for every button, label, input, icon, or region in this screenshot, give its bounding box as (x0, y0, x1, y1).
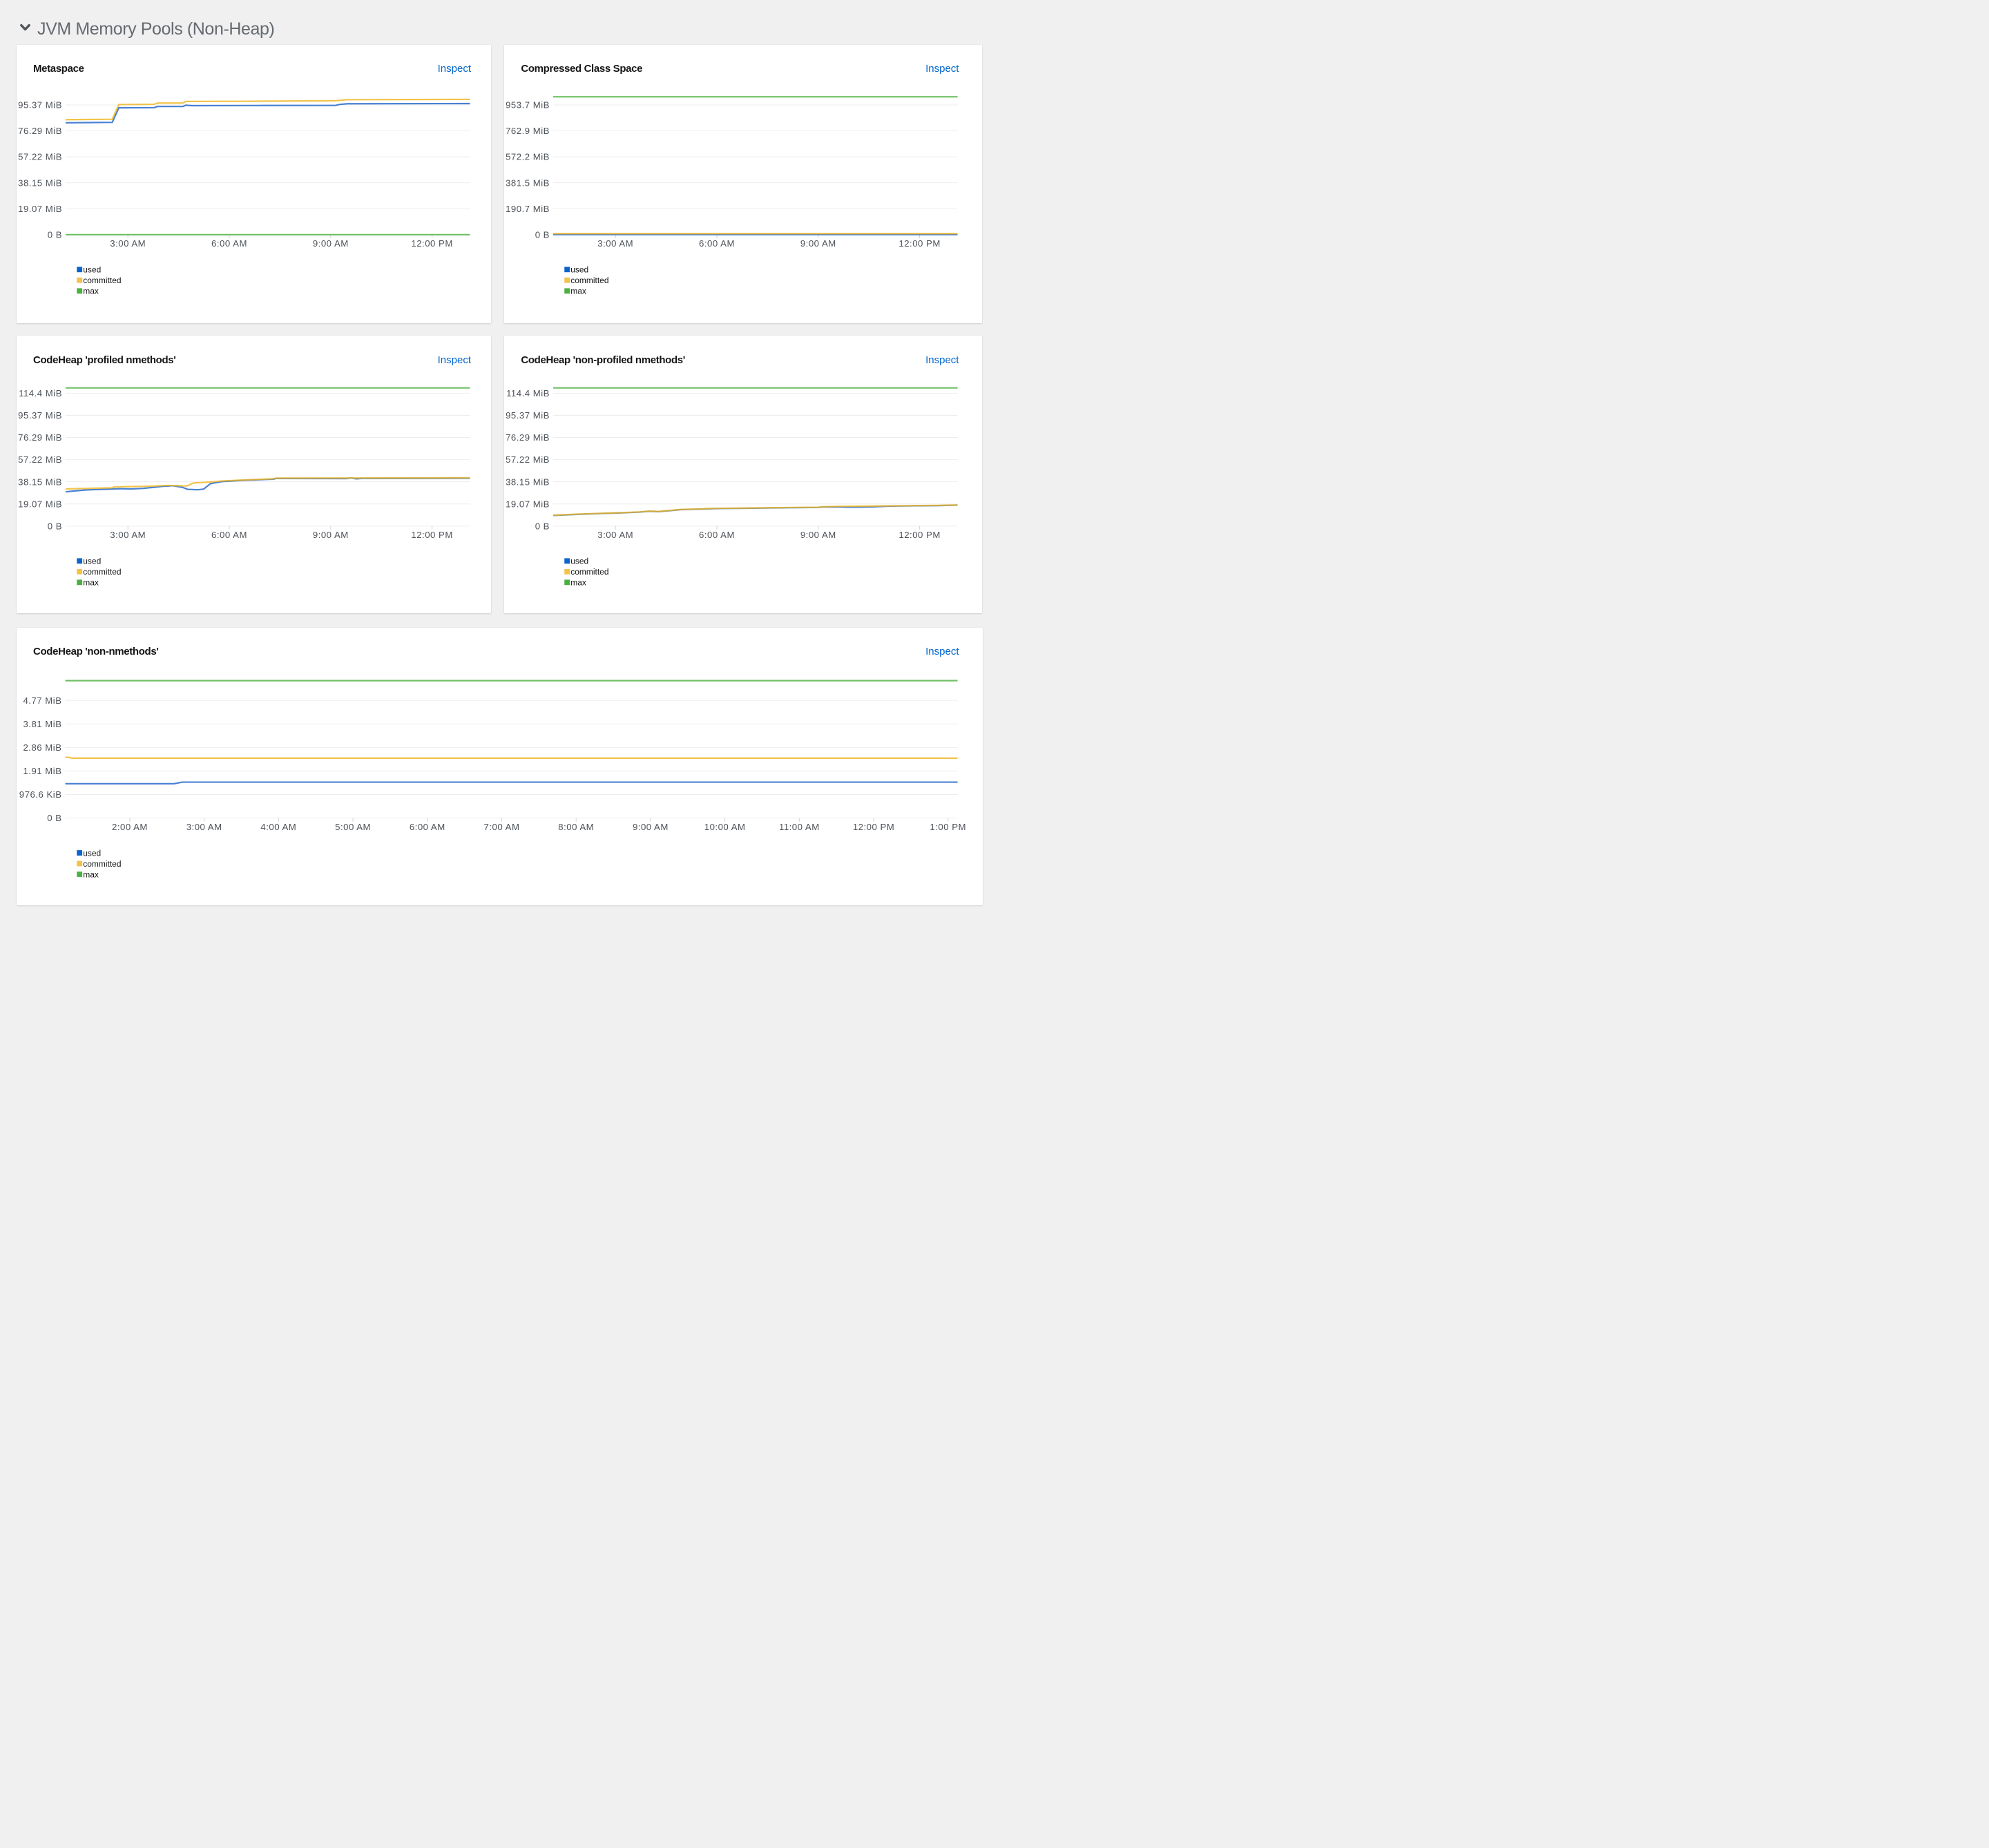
svg-text:95.37 MiB: 95.37 MiB (18, 99, 62, 110)
svg-text:114.4 MiB: 114.4 MiB (19, 388, 62, 398)
svg-text:57.22 MiB: 57.22 MiB (506, 454, 550, 465)
svg-text:76.29 MiB: 76.29 MiB (18, 126, 62, 136)
svg-text:114.4 MiB: 114.4 MiB (506, 388, 550, 398)
svg-text:committed: committed (570, 567, 608, 577)
svg-text:12:00 PM: 12:00 PM (899, 238, 940, 249)
svg-text:6:00 AM: 6:00 AM (699, 530, 735, 540)
svg-text:3:00 AM: 3:00 AM (597, 238, 633, 249)
svg-text:76.29 MiB: 76.29 MiB (18, 432, 62, 443)
svg-text:1.91 MiB: 1.91 MiB (23, 765, 61, 776)
svg-text:6:00 AM: 6:00 AM (409, 821, 445, 831)
svg-text:12:00 PM: 12:00 PM (411, 238, 452, 249)
svg-text:0 B: 0 B (535, 229, 550, 240)
svg-text:2:00 AM: 2:00 AM (112, 821, 148, 831)
svg-text:6:00 AM: 6:00 AM (211, 238, 247, 249)
svg-text:38.15 MiB: 38.15 MiB (18, 477, 62, 488)
svg-text:committed: committed (83, 567, 121, 577)
svg-text:190.7 MiB: 190.7 MiB (506, 203, 550, 213)
svg-text:0 B: 0 B (47, 521, 61, 532)
svg-text:used: used (83, 557, 101, 566)
svg-text:committed: committed (83, 858, 121, 868)
svg-text:12:00 PM: 12:00 PM (411, 530, 452, 540)
svg-text:57.22 MiB: 57.22 MiB (18, 151, 62, 162)
svg-text:6:00 AM: 6:00 AM (211, 530, 247, 540)
svg-text:3:00 AM: 3:00 AM (110, 530, 146, 540)
svg-text:2.86 MiB: 2.86 MiB (23, 742, 61, 752)
svg-text:38.15 MiB: 38.15 MiB (18, 177, 62, 188)
svg-text:6:00 AM: 6:00 AM (699, 238, 735, 249)
svg-text:committed: committed (83, 276, 121, 285)
svg-text:95.37 MiB: 95.37 MiB (18, 410, 62, 421)
svg-text:9:00 AM: 9:00 AM (312, 238, 348, 249)
svg-text:max: max (570, 578, 586, 588)
svg-text:762.9 MiB: 762.9 MiB (506, 126, 550, 136)
svg-text:7:00 AM: 7:00 AM (483, 821, 519, 831)
svg-text:19.07 MiB: 19.07 MiB (506, 499, 550, 510)
svg-text:95.37 MiB: 95.37 MiB (506, 410, 550, 421)
svg-text:max: max (83, 869, 99, 879)
svg-text:381.5 MiB: 381.5 MiB (506, 177, 550, 188)
svg-text:57.22 MiB: 57.22 MiB (18, 454, 62, 465)
svg-text:38.15 MiB: 38.15 MiB (506, 477, 550, 488)
svg-text:976.6 KiB: 976.6 KiB (19, 789, 61, 800)
svg-text:3.81 MiB: 3.81 MiB (23, 718, 61, 729)
svg-text:3:00 AM: 3:00 AM (597, 530, 633, 540)
svg-text:12:00 PM: 12:00 PM (852, 821, 894, 831)
svg-text:5:00 AM: 5:00 AM (335, 821, 371, 831)
svg-text:9:00 AM: 9:00 AM (632, 821, 668, 831)
svg-text:used: used (83, 264, 101, 274)
svg-text:1:00 PM: 1:00 PM (930, 821, 966, 831)
svg-text:76.29 MiB: 76.29 MiB (506, 432, 550, 443)
svg-text:9:00 AM: 9:00 AM (312, 530, 348, 540)
svg-text:9:00 AM: 9:00 AM (800, 238, 836, 249)
svg-text:max: max (83, 578, 99, 588)
svg-text:12:00 PM: 12:00 PM (899, 530, 940, 540)
svg-text:max: max (570, 286, 586, 296)
svg-text:953.7 MiB: 953.7 MiB (506, 99, 550, 110)
svg-text:19.07 MiB: 19.07 MiB (18, 203, 62, 213)
svg-text:used: used (570, 264, 588, 274)
svg-text:10:00 AM: 10:00 AM (704, 821, 745, 831)
svg-text:3:00 AM: 3:00 AM (110, 238, 146, 249)
svg-text:4.77 MiB: 4.77 MiB (23, 695, 61, 705)
svg-text:used: used (83, 848, 101, 858)
svg-text:572.2 MiB: 572.2 MiB (506, 151, 550, 162)
svg-text:19.07 MiB: 19.07 MiB (18, 499, 62, 510)
svg-text:11:00 AM: 11:00 AM (778, 821, 819, 831)
svg-text:8:00 AM: 8:00 AM (558, 821, 594, 831)
svg-text:committed: committed (570, 276, 608, 285)
svg-text:0 B: 0 B (47, 229, 61, 240)
svg-text:0 B: 0 B (47, 813, 61, 823)
svg-text:max: max (83, 286, 99, 296)
svg-text:4:00 AM: 4:00 AM (260, 821, 296, 831)
svg-text:3:00 AM: 3:00 AM (186, 821, 222, 831)
svg-text:used: used (570, 557, 588, 566)
svg-text:9:00 AM: 9:00 AM (800, 530, 836, 540)
svg-text:0 B: 0 B (535, 521, 550, 532)
